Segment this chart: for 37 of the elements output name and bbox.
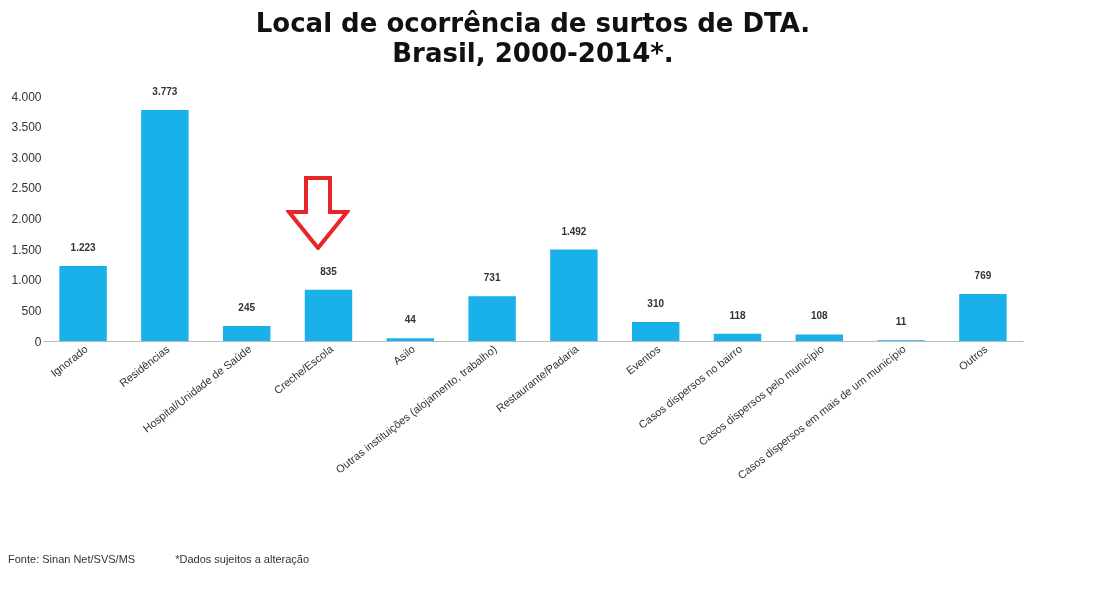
data-label: 769 [974, 269, 992, 281]
y-tick-label: 0 [34, 334, 42, 349]
data-label: 3.773 [152, 85, 178, 97]
data-label: 245 [238, 301, 256, 313]
y-tick-label: 2.500 [11, 181, 42, 196]
bar [550, 249, 598, 341]
bar [959, 293, 1007, 341]
bar [468, 296, 516, 341]
data-label: 835 [320, 265, 338, 277]
bar [304, 289, 353, 341]
bar [141, 109, 189, 341]
y-tick-label: 3.500 [11, 120, 42, 135]
bar [386, 338, 435, 341]
bar [222, 325, 271, 341]
x-tick-label: Asilo [390, 342, 418, 367]
y-tick-label: 3.000 [11, 150, 42, 165]
data-label: 44 [404, 314, 417, 326]
data-label: 118 [729, 309, 747, 321]
y-tick-label: 4.000 [11, 89, 42, 104]
bar [713, 333, 762, 341]
bar [631, 322, 680, 341]
text: *Dados sujeitos a alteração [175, 553, 310, 565]
data-label: 1.223 [70, 242, 97, 254]
chart-title: Local de ocorrência de surtos de DTA. [255, 7, 811, 38]
bar [59, 266, 107, 341]
chart-subtitle: Brasil, 2000-2014*. [392, 37, 674, 68]
source-note: Fonte: Sinan Net/SVS/MS [8, 553, 136, 565]
y-tick-label: 2.000 [11, 212, 42, 226]
data-label: 310 [647, 298, 665, 310]
data-label: 108 [810, 310, 829, 322]
y-tick-label: 1.500 [11, 242, 42, 257]
y-tick-label: 500 [21, 303, 42, 318]
data-label: 1.492 [561, 225, 587, 237]
y-tick-label: 1.000 [11, 273, 42, 288]
bar [795, 334, 844, 341]
data-label: 731 [483, 272, 501, 284]
data-label: 11 [895, 316, 907, 328]
